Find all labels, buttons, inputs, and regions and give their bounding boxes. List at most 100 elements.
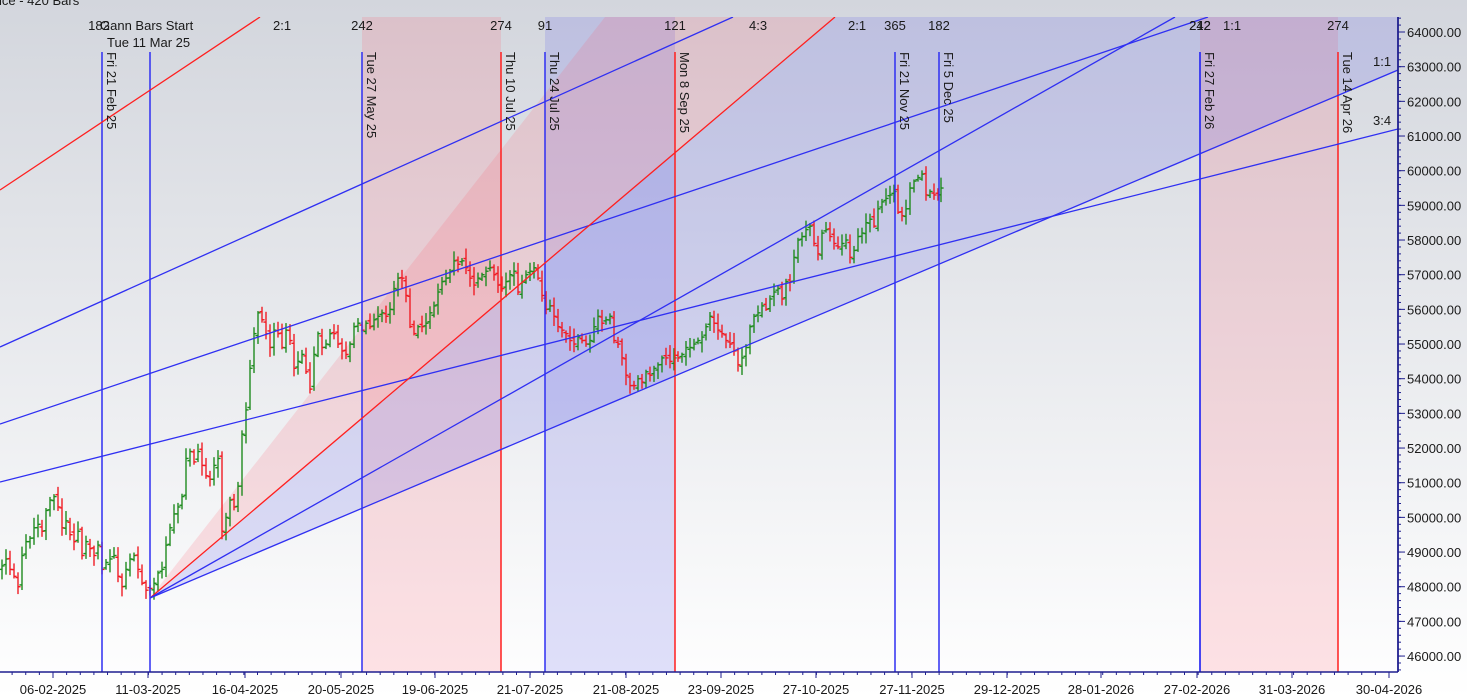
ohlc-bar: [511, 262, 517, 286]
ohlc-bar: [423, 313, 429, 335]
ohlc-bar: [307, 362, 313, 394]
ohlc-bar: [315, 331, 321, 358]
ohlc-bar: [219, 451, 225, 540]
angle-line-red-upper-left[interactable]: [0, 17, 261, 191]
ohlc-bar: [479, 272, 485, 281]
y-axis-tick-label: 61000.00: [1407, 129, 1461, 144]
ohlc-bar: [375, 306, 381, 328]
time-cycle-date-label: Fri 21 Nov 25: [897, 52, 912, 130]
plot-area[interactable]: [0, 17, 1398, 672]
ohlc-bar: [107, 549, 113, 573]
ohlc-bar: [87, 538, 93, 558]
ohlc-bar: [615, 336, 621, 348]
ohlc-bar: [555, 308, 561, 333]
ohlc-bar: [647, 366, 653, 382]
ohlc-bar: [695, 337, 701, 345]
y-axis-tick-label: 46000.00: [1407, 649, 1461, 664]
ohlc-bar: [111, 547, 117, 559]
x-axis-tick-label: 06-02-2025: [20, 682, 87, 697]
x-axis-tick-label: 27-02-2026: [1164, 682, 1231, 697]
time-cycle-lines[interactable]: [101, 52, 1339, 672]
ohlc-bar: [19, 546, 25, 591]
chart-title-fragment: ice - 420 Bars: [0, 0, 80, 8]
ohlc-bar: [211, 457, 217, 486]
ohlc-bar: [55, 486, 61, 511]
ohlc-bar: [883, 188, 889, 206]
ohlc-bar: [619, 338, 625, 366]
cycle-count-label: 182: [928, 18, 950, 33]
ohlc-bar: [35, 514, 41, 538]
fan-line-blue-1x1[interactable]: [149, 69, 1398, 599]
ohlc-bar: [911, 179, 917, 193]
ohlc-bar: [835, 236, 841, 250]
angle-line-blue-upper[interactable]: [0, 17, 734, 348]
y-axis-tick-label: 47000.00: [1407, 614, 1461, 629]
y-axis-tick-label: 53000.00: [1407, 406, 1461, 421]
gann-angle-ratio-label: 1:1: [1223, 18, 1241, 33]
ohlc-bar: [591, 317, 597, 343]
angle-line-blue-middle[interactable]: [0, 17, 1209, 425]
time-cycle-date-label: Tue 27 May 25: [364, 52, 379, 138]
cycle-count-label: 242: [1189, 18, 1211, 33]
ohlc-bar: [75, 521, 81, 543]
ohlc-bar: [475, 272, 481, 288]
ohlc-bar: [867, 213, 873, 233]
ohlc-bar: [471, 267, 477, 296]
y-axis-tick-label: 64000.00: [1407, 25, 1461, 40]
time-zone-bands: [362, 17, 1338, 672]
x-axis[interactable]: 06-02-2025 11-03-2025 16-04-2025 20-05-2025…: [0, 671, 1422, 697]
y-axis-tick-label: 60000.00: [1407, 164, 1461, 179]
ohlc-bar: [83, 535, 89, 559]
ohlc-bar: [779, 281, 785, 306]
ohlc-bar: [775, 285, 781, 295]
ohlc-bar: [587, 334, 593, 353]
ohlc-bar: [183, 448, 189, 500]
x-axis-tick-label: 27-11-2025: [879, 682, 945, 697]
y-axis-tick-label: 58000.00: [1407, 233, 1461, 248]
ohlc-bar: [391, 280, 397, 316]
ohlc-bar: [103, 559, 109, 570]
ohlc-bar: [679, 352, 685, 363]
ohlc-bar: [507, 270, 513, 290]
ohlc-bar: [927, 189, 933, 199]
ohlc-bar: [847, 234, 853, 264]
ohlc-bar: [823, 221, 829, 233]
gann-start-date-label: Tue 11 Mar 25: [107, 35, 190, 50]
ohlc-bar: [11, 563, 17, 579]
fan-line-red[interactable]: [149, 17, 836, 599]
y-axis[interactable]: 64000.00 63000.00 62000.00 61000.00 60000.00…: [1397, 17, 1461, 672]
cycle-count-label: 182: [88, 18, 110, 33]
angle-line-blue-3x4[interactable]: [0, 128, 1398, 483]
x-axis-tick-label: 29-12-2025: [974, 682, 1041, 697]
fan-line-blue-steep[interactable]: [149, 17, 1176, 599]
cycle-count-label: 242: [351, 18, 373, 33]
time-cycle-date-label: Thu 10 Jul 25: [503, 52, 518, 131]
ohlc-bar: [675, 351, 681, 362]
gann-angle-lines[interactable]: [0, 17, 1398, 599]
x-axis-tick-label: 31-03-2026: [1259, 682, 1326, 697]
ohlc-bar: [295, 351, 301, 375]
ohlc-bar: [811, 220, 817, 247]
ohlc-bar: [239, 430, 245, 496]
y-axis-tick-label: 56000.00: [1407, 302, 1461, 317]
ohlc-bar: [399, 269, 405, 289]
ohlc-bar: [251, 327, 257, 374]
ohlc-bar: [531, 262, 537, 279]
ohlc-bar: [139, 564, 145, 586]
ohlc-bar: [163, 536, 169, 578]
ohlc-bar: [827, 222, 833, 242]
ohlc-bar: [659, 355, 665, 373]
ohlc-bar: [663, 347, 669, 366]
gann-fan-fill-blue: [150, 17, 1398, 598]
ohlc-bar: [699, 331, 705, 353]
gann-bars-start-label: Gann Bars Start: [100, 18, 194, 33]
ohlc-bar: [123, 561, 129, 590]
time-cycle-date-label: Tue 14 Apr 26: [1340, 52, 1355, 133]
ohlc-bar: [515, 262, 521, 296]
time-zone-jul-sep-2025: [545, 17, 675, 672]
ohlc-bar: [831, 228, 837, 250]
ohlc-bar: [15, 572, 21, 595]
ohlc-bar: [91, 545, 97, 566]
